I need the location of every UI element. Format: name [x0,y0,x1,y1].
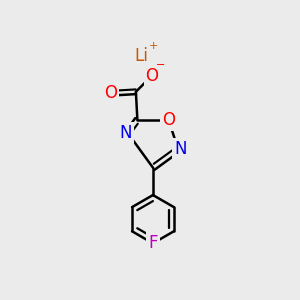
Text: O: O [162,111,175,129]
Text: −: − [156,60,166,70]
Text: O: O [146,67,159,85]
Text: N: N [119,124,132,142]
Text: Li: Li [135,47,149,65]
Text: F: F [148,234,158,252]
Text: +: + [148,41,158,51]
Text: O: O [104,84,117,102]
Text: N: N [174,140,187,158]
